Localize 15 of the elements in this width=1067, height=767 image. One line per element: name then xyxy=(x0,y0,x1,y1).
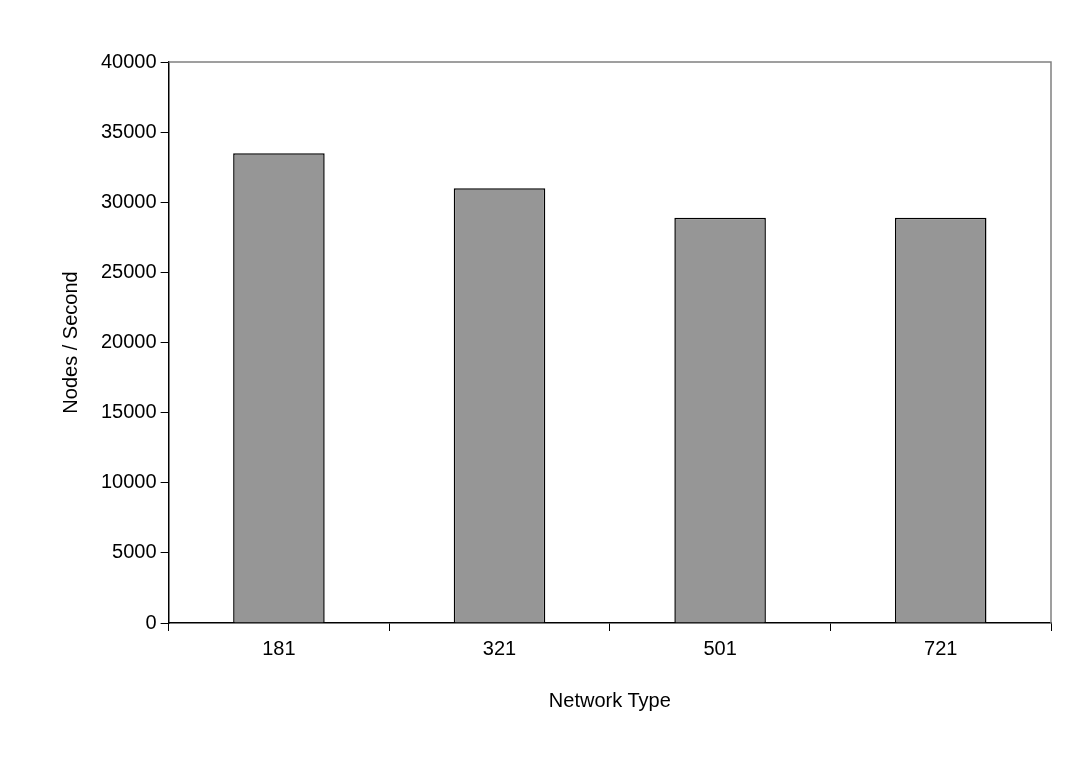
y-tick-label: 0 xyxy=(145,610,157,633)
y-tick-label: 15000 xyxy=(100,400,157,423)
y-tick-label: 40000 xyxy=(100,49,157,72)
x-tick-label: 721 xyxy=(924,636,958,659)
x-tick-label: 321 xyxy=(482,636,517,659)
y-tick-label: 5000 xyxy=(112,540,157,563)
y-tick-label: 25000 xyxy=(100,259,157,282)
y-tick-label: 30000 xyxy=(100,189,157,212)
y-tick-label: 20000 xyxy=(100,330,157,353)
x-tick-label: 181 xyxy=(262,636,296,659)
y-tick-label: 10000 xyxy=(100,470,157,493)
x-axis-title: Network Type xyxy=(548,688,671,711)
y-axis-title: Nodes / Second xyxy=(58,271,81,414)
y-tick-label: 35000 xyxy=(100,119,157,142)
x-tick-label: 501 xyxy=(703,636,737,659)
